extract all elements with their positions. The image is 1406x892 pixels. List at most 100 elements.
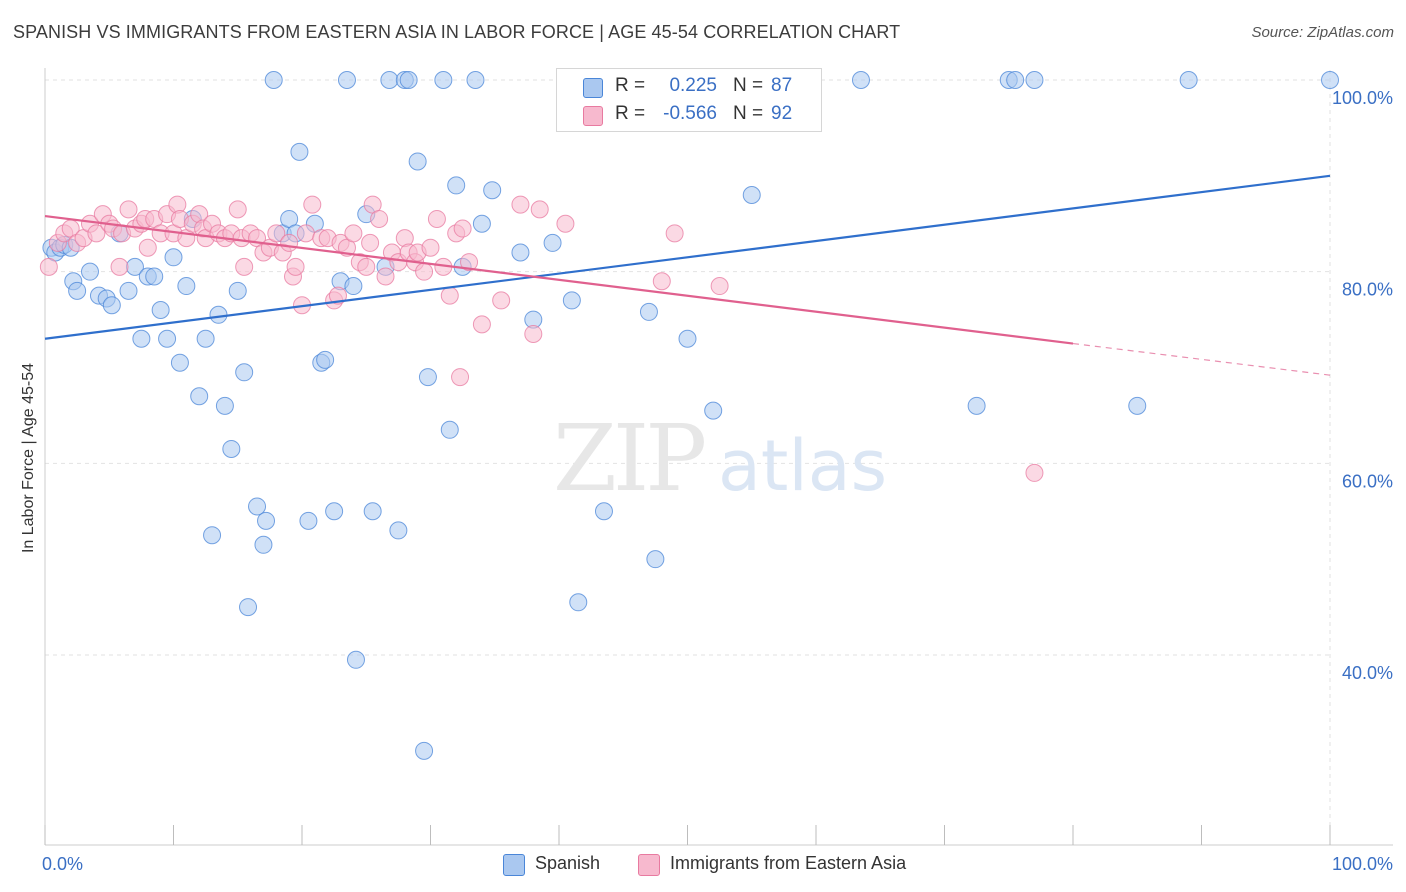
y-tick-label: 60.0%	[1342, 471, 1393, 491]
r-label: R =	[615, 75, 646, 96]
data-point	[665, 224, 684, 243]
series-eastern-asia-points	[39, 195, 1044, 482]
data-point	[280, 233, 299, 252]
data-point	[119, 200, 138, 219]
data-point	[415, 741, 434, 760]
data-point	[145, 267, 164, 286]
data-point	[639, 302, 658, 321]
data-point	[299, 511, 318, 530]
data-point	[380, 71, 399, 89]
data-point	[132, 329, 151, 348]
data-point	[460, 253, 479, 272]
data-point	[434, 71, 453, 89]
data-point	[1179, 71, 1198, 89]
data-point	[286, 257, 305, 276]
data-point	[346, 650, 365, 669]
data-point	[228, 200, 247, 219]
data-point	[337, 71, 356, 89]
watermark-atlas: atlas	[718, 425, 887, 507]
data-point	[594, 502, 613, 521]
data-point	[530, 200, 549, 219]
data-point	[652, 272, 671, 291]
data-point	[427, 209, 446, 228]
data-point	[440, 286, 459, 305]
data-point	[492, 291, 511, 310]
data-point	[215, 396, 234, 415]
trend-line-extension	[1072, 342, 1331, 376]
legend-row-spanish: R = 0.225 N = 87	[557, 72, 821, 102]
data-point	[177, 277, 196, 296]
legend-swatch-eastern-asia	[638, 854, 660, 876]
legend-label-eastern-asia: Immigrants from Eastern Asia	[670, 853, 907, 873]
x-tick-label: 100.0%	[1332, 854, 1393, 874]
data-point	[235, 363, 254, 382]
data-point	[325, 502, 344, 521]
data-point	[1321, 71, 1339, 89]
data-point	[254, 535, 273, 554]
data-point	[239, 598, 258, 617]
data-point	[742, 186, 761, 204]
y-tick-label: 80.0%	[1342, 280, 1393, 300]
data-point	[102, 296, 121, 315]
data-point	[316, 350, 335, 369]
data-point	[39, 257, 58, 276]
data-point	[138, 238, 157, 257]
data-point	[264, 71, 283, 89]
data-point	[1006, 71, 1025, 89]
data-point	[209, 305, 228, 324]
data-point	[370, 209, 389, 228]
data-point	[556, 214, 575, 233]
data-point	[158, 329, 177, 348]
data-point	[472, 214, 491, 233]
n-value: 92	[771, 103, 793, 124]
data-point	[511, 243, 530, 262]
data-point	[151, 301, 170, 319]
y-tick-label: 100.0%	[1332, 88, 1393, 108]
data-point	[408, 152, 427, 171]
y-tick-label: 40.0%	[1342, 663, 1393, 683]
data-point	[257, 511, 276, 530]
r-value: 0.225	[669, 75, 717, 96]
data-point	[328, 286, 347, 305]
data-point	[196, 329, 215, 348]
data-point	[678, 329, 697, 348]
data-point	[440, 420, 459, 439]
data-point	[466, 71, 485, 89]
tick-labels: 100.0% 80.0% 60.0% 40.0% 0.0% 100.0%	[42, 88, 1393, 874]
data-point	[344, 224, 363, 243]
watermark: ZIP atlas	[553, 405, 887, 512]
source-label: Source: ZipAtlas.com	[1251, 24, 1394, 41]
legend-label-spanish: Spanish	[535, 853, 601, 873]
data-point	[228, 281, 247, 300]
data-point	[87, 224, 106, 243]
legend-swatch-spanish	[583, 78, 603, 98]
n-value: 87	[771, 75, 793, 96]
watermark-zip: ZIP	[553, 405, 704, 512]
data-point	[453, 219, 472, 238]
n-label: N =	[733, 103, 764, 124]
data-point	[170, 353, 189, 372]
data-point	[357, 257, 376, 276]
data-point	[967, 396, 986, 415]
correlation-legend: R = 0.225 N = 87 R = -0.566 N = 92	[556, 68, 822, 132]
axes	[44, 68, 1393, 846]
data-point	[190, 387, 209, 406]
data-point	[851, 71, 870, 89]
legend-swatch-spanish	[503, 854, 525, 876]
data-point	[543, 233, 562, 252]
data-point	[418, 368, 437, 387]
data-point	[164, 248, 183, 267]
data-point	[290, 142, 309, 161]
data-point	[1025, 463, 1044, 482]
chart-title: SPANISH VS IMMIGRANTS FROM EASTERN ASIA …	[13, 22, 901, 42]
data-point	[447, 176, 466, 195]
data-point	[415, 262, 434, 281]
data-point	[110, 257, 129, 276]
legend-row-eastern-asia: R = -0.566 N = 92	[557, 100, 821, 130]
data-point	[296, 224, 315, 243]
data-point	[361, 233, 380, 252]
data-point	[68, 281, 87, 300]
trend-line	[44, 214, 1074, 345]
data-point	[1128, 396, 1147, 415]
data-point	[569, 593, 588, 612]
